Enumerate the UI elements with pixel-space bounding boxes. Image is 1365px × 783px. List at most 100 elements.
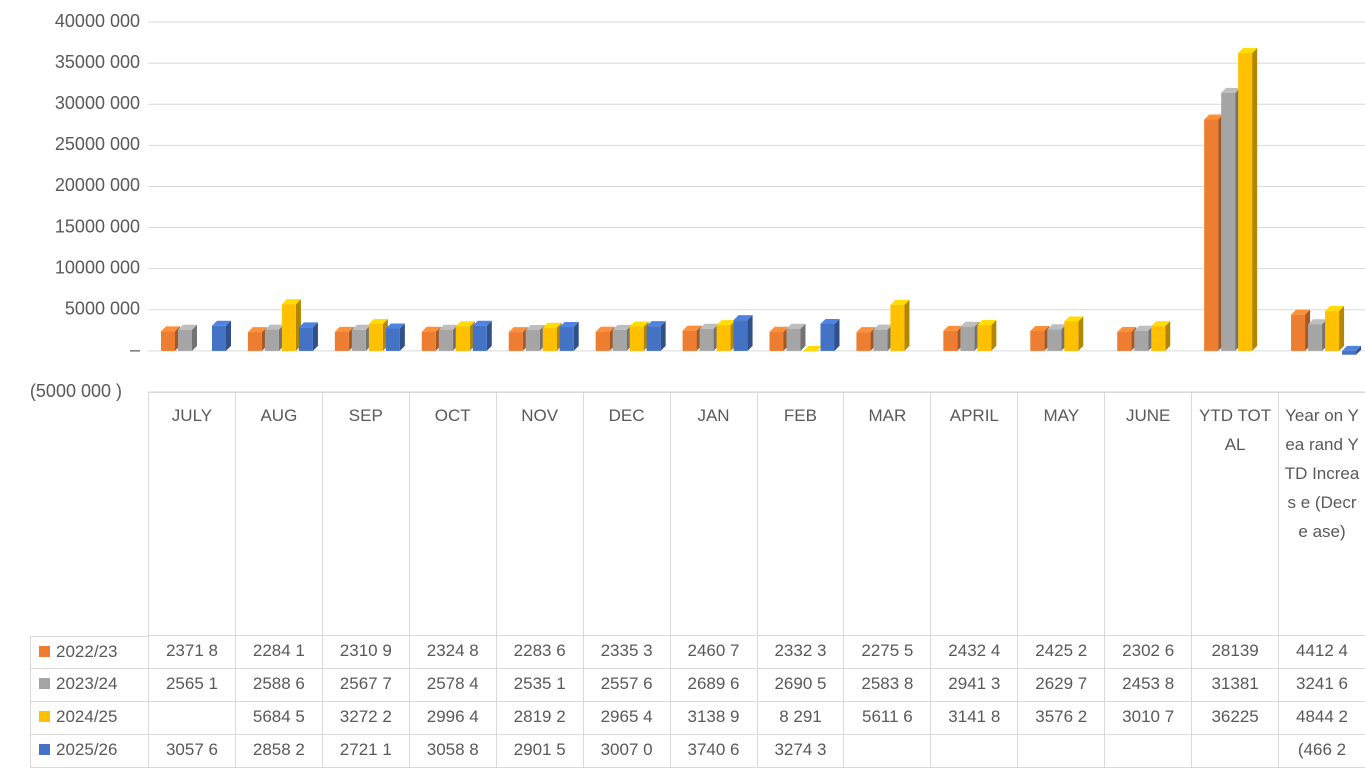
bar <box>699 328 714 351</box>
table-cell: 5684 5 <box>234 702 322 735</box>
bar-top <box>1238 48 1258 54</box>
bar-side <box>486 320 492 351</box>
y-tick-label: – <box>130 340 140 360</box>
bar-top <box>247 327 267 333</box>
bar-top <box>1221 87 1241 93</box>
table-cell: 2721 1 <box>321 735 409 768</box>
bar-side <box>573 322 579 351</box>
bar-side <box>1252 48 1258 351</box>
bar-side <box>800 323 806 351</box>
bar <box>247 332 262 351</box>
table-cell <box>148 702 235 735</box>
table-cell: 2324 8 <box>408 636 496 669</box>
bar-top <box>212 320 231 326</box>
bar <box>733 320 748 351</box>
legend-item: 2023/24 <box>30 669 148 702</box>
bar-top <box>1151 321 1171 327</box>
table-cell: 2371 8 <box>148 636 235 669</box>
bar <box>820 323 835 351</box>
y-tick-label: 35000 000 <box>55 52 140 72</box>
bar <box>890 304 905 351</box>
bar <box>1221 92 1236 351</box>
y-tick-label: 5000 000 <box>65 299 140 319</box>
legend-item: 2025/26 <box>30 735 148 768</box>
bar <box>508 332 523 351</box>
legend-swatch <box>39 646 50 657</box>
legend-swatch <box>39 744 50 755</box>
legend-swatch <box>39 678 50 689</box>
table-cell: 2432 4 <box>930 636 1018 669</box>
bar <box>455 326 470 351</box>
bar-top <box>1204 114 1224 120</box>
table-cell: 2689 6 <box>669 669 757 702</box>
table-cell: 3576 2 <box>1017 702 1105 735</box>
bar <box>212 325 226 351</box>
bar-top <box>559 322 579 328</box>
table-cell: 2996 4 <box>408 702 496 735</box>
legend-swatch <box>39 711 50 722</box>
x-tick-label: JUNE <box>1104 392 1192 636</box>
table-cell: 2557 6 <box>582 669 670 702</box>
bar-top <box>977 320 997 326</box>
y-tick-label: 40000 000 <box>55 11 140 31</box>
table-cell: (466 2 <box>1278 735 1365 768</box>
bar-side <box>747 315 753 351</box>
y-tick-label: 15000 000 <box>55 216 140 236</box>
bar <box>1134 330 1149 351</box>
bar-top <box>1030 325 1050 331</box>
table-cell <box>930 735 1018 768</box>
table-cell: 2275 5 <box>843 636 931 669</box>
table-cell: 2819 2 <box>495 702 583 735</box>
bar-top <box>716 320 736 326</box>
bar-side <box>834 318 840 351</box>
x-tick-label: NOV <box>495 392 583 636</box>
table-cell: 2858 2 <box>234 735 322 768</box>
bar <box>646 326 661 351</box>
bar-top <box>612 324 632 330</box>
table-cell: 2535 1 <box>495 669 583 702</box>
bar-top <box>1291 309 1311 315</box>
bar-top <box>1325 306 1345 312</box>
bar <box>786 328 801 351</box>
legend-label: 2022/23 <box>56 642 118 661</box>
bar-side <box>399 323 405 351</box>
table-cell: 2690 5 <box>756 669 844 702</box>
bar <box>856 332 871 351</box>
bar <box>612 329 627 351</box>
bar-top <box>733 315 753 321</box>
table-cell: 2332 3 <box>756 636 844 669</box>
x-tick-label: AUG <box>234 392 322 636</box>
table-cell: 5611 6 <box>843 702 931 735</box>
table-cell: 31381 <box>1191 669 1279 702</box>
table-cell: 3138 9 <box>669 702 757 735</box>
table-cell: 2453 8 <box>1104 669 1192 702</box>
bar <box>525 330 540 351</box>
legend-label: 2024/25 <box>56 707 118 726</box>
legend-item: 2024/25 <box>30 702 148 735</box>
bar <box>1325 311 1340 351</box>
table-cell: 3141 8 <box>930 702 1018 735</box>
bar <box>960 326 975 351</box>
table-cell: 2588 6 <box>234 669 322 702</box>
x-tick-label: MAR <box>843 392 931 636</box>
table-cell <box>1191 735 1279 768</box>
table-cell: 3010 7 <box>1104 702 1192 735</box>
bar-top <box>281 299 301 305</box>
bar-top <box>472 320 492 326</box>
bar <box>1047 329 1062 351</box>
bar-side <box>192 324 197 351</box>
bar-top <box>646 321 666 327</box>
table-cell: 2283 6 <box>495 636 583 669</box>
table-cell: 3740 6 <box>669 735 757 768</box>
bar-top <box>682 325 702 331</box>
table-cell <box>1104 735 1192 768</box>
bar-top <box>1308 319 1328 325</box>
bar-top <box>385 323 405 329</box>
bar <box>716 325 731 351</box>
table-cell: 3057 6 <box>148 735 235 768</box>
bar <box>1291 314 1306 351</box>
bar <box>385 328 400 351</box>
y-tick-label: 20000 000 <box>55 175 140 195</box>
